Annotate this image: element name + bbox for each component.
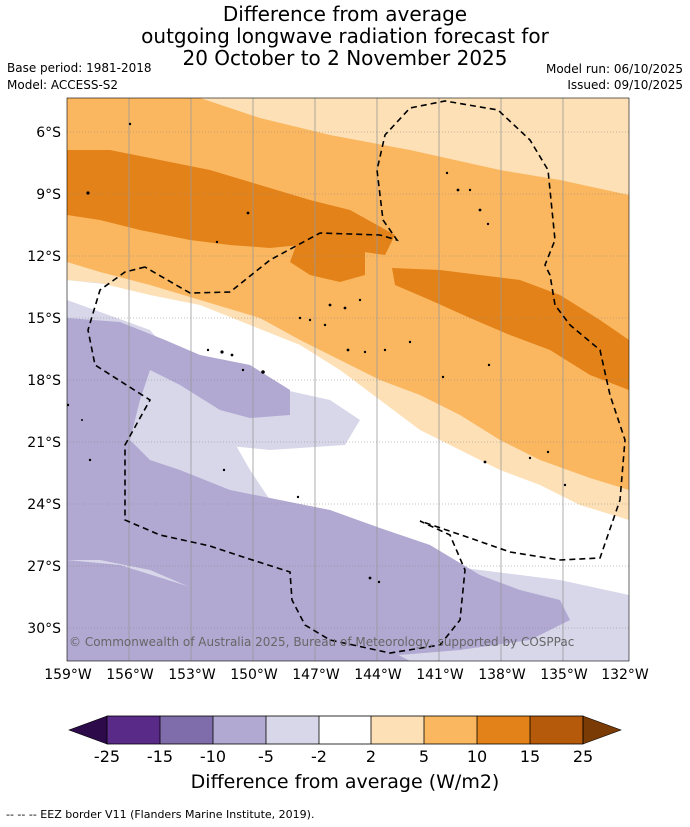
model-run-date: Model run: 06/10/2025 (545, 62, 683, 76)
lon-label: 132°W (601, 667, 649, 683)
map-copyright: © Commonwealth of Australia 2025, Bureau… (69, 635, 574, 649)
lon-label: 153°W (168, 667, 216, 683)
title-line-2: outgoing longwave radiation forecast for (141, 24, 549, 48)
olr-anomaly-orange-east (392, 268, 629, 390)
lat-label: 24°S (27, 497, 61, 513)
colorbar-swatch (107, 716, 160, 744)
olr-anomaly-orange-west (67, 150, 395, 255)
olr-anomaly-neutral-pocket (252, 450, 500, 515)
base-period: Base period: 1981-2018 (7, 61, 152, 75)
colorbar-tick-labels: -25 -15 -10 -5 -2 2 5 10 15 25 (94, 747, 593, 766)
lon-label: 138°W (478, 667, 526, 683)
colorbar-swatch (530, 716, 583, 744)
map-meridians (128, 98, 564, 661)
lat-label: 12°S (27, 249, 61, 265)
lon-label: 141°W (416, 667, 464, 683)
lon-label: 147°W (292, 667, 340, 683)
latitude-labels: 6°S 9°S 12°S 15°S 18°S 21°S 24°S 27°S 30… (27, 125, 61, 637)
lon-label: 156°W (106, 667, 154, 683)
colorbar-tick: 15 (520, 747, 540, 766)
lon-label: 150°W (230, 667, 278, 683)
map-frame (66, 97, 630, 662)
longitude-labels: 159°W 156°W 153°W 150°W 147°W 144°W 141°… (44, 667, 649, 683)
colorbar-swatch (160, 716, 213, 744)
lat-label: 30°S (27, 621, 61, 637)
colorbar-tick: -10 (200, 747, 226, 766)
lon-label: 159°W (44, 667, 92, 683)
colorbar-over-arrow (582, 715, 622, 745)
lat-label: 18°S (27, 373, 61, 389)
colorbar-swatch (266, 716, 319, 744)
colorbar-tick: 10 (467, 747, 487, 766)
colorbar-tick: -2 (311, 747, 327, 766)
colorbar-swatch (371, 716, 424, 744)
model-name: Model: ACCESS-S2 (7, 78, 119, 92)
colorbar-swatch (319, 716, 371, 744)
colorbar-frame (106, 715, 584, 745)
colorbar-tick: -25 (94, 747, 120, 766)
lat-label: 9°S (36, 187, 61, 203)
map-gridlines (67, 131, 629, 629)
lat-label: 21°S (27, 435, 61, 451)
colorbar-tick: 5 (419, 747, 429, 766)
colorbar-label: Difference from average (W/m2) (191, 771, 500, 793)
colorbar-swatch (213, 716, 266, 744)
olr-anomaly-purple-1 (67, 318, 570, 655)
title-line-3: 20 October to 2 November 2025 (182, 46, 508, 70)
colorbar-tick: 25 (573, 747, 593, 766)
lat-label: 27°S (27, 559, 61, 575)
colorbar: -25 -15 -10 -5 -2 2 5 10 15 25 Differenc… (68, 715, 622, 793)
colorbar-swatch (424, 716, 477, 744)
title-line-1: Difference from average (222, 2, 468, 26)
lon-label: 144°W (354, 667, 402, 683)
eez-border-cook-islands (87, 100, 626, 654)
olr-anomaly-orange-blob (290, 235, 365, 282)
lat-label: 6°S (36, 125, 61, 141)
lon-label: 135°W (540, 667, 588, 683)
colorbar-tick: -15 (147, 747, 173, 766)
map-plot-area: © Commonwealth of Australia 2025, Bureau… (67, 98, 629, 661)
colorbar-under-arrow (68, 715, 108, 745)
colorbar-swatch (477, 716, 530, 744)
colorbar-tick: -5 (258, 747, 274, 766)
lat-label: 15°S (27, 311, 61, 327)
island-markers (67, 122, 567, 584)
issued-date: Issued: 09/10/2025 (567, 78, 683, 92)
colorbar-tick: 2 (366, 747, 376, 766)
eez-legend-note: -- -- -- EEZ border V11 (Flanders Marine… (6, 808, 315, 821)
